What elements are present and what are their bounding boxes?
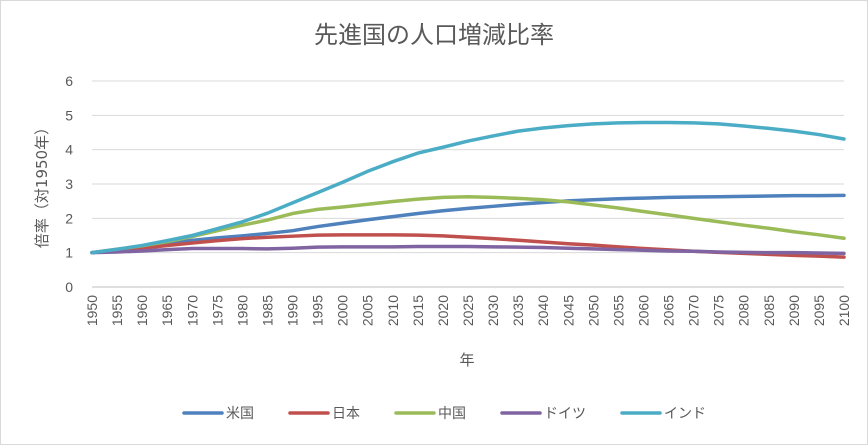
x-tick-label: 2065: [661, 295, 677, 326]
x-tick-label: 1950: [84, 295, 100, 326]
legend-label: ドイツ: [544, 406, 586, 422]
x-tick-label: 2085: [761, 295, 777, 326]
x-tick-label: 2045: [560, 295, 576, 326]
x-tick-label: 2000: [335, 295, 351, 326]
x-tick-label: 2040: [535, 295, 551, 326]
legend-item: インド: [620, 406, 706, 422]
y-tick-label: 2: [65, 210, 73, 226]
series-line: [90, 194, 846, 255]
x-tick-label: 2005: [360, 295, 376, 326]
y-tick-label: 0: [65, 279, 73, 295]
y-tick-label: 5: [65, 107, 73, 123]
x-tick-label: 1970: [184, 295, 200, 326]
y-axis-title: 倍率（対1950年）: [33, 120, 51, 248]
legend-item: 日本: [288, 406, 360, 422]
x-tick-label: 2020: [435, 295, 451, 326]
x-tick-label: 1955: [109, 295, 125, 326]
legend-label: 中国: [438, 406, 466, 422]
y-tick-label: 6: [65, 73, 73, 89]
x-tick-label: 2080: [736, 295, 752, 326]
x-tick-label: 2010: [385, 295, 401, 326]
legend: 米国 日本 中国 ドイツ インド: [182, 406, 706, 422]
x-tick-label: 2090: [786, 295, 802, 326]
y-tick-label: 1: [65, 245, 73, 261]
gridlines: [92, 80, 844, 288]
y-tick-label: 4: [65, 142, 73, 158]
x-tick-label: 2015: [410, 295, 426, 326]
x-tick-label: 2075: [711, 295, 727, 326]
x-tick-label: 1980: [234, 295, 250, 326]
x-tick-label: 2030: [485, 295, 501, 326]
x-tick-label: 1975: [209, 295, 225, 326]
x-tick-label: 2035: [510, 295, 526, 326]
x-tick-label: 2050: [585, 295, 601, 326]
y-tick-label: 3: [65, 176, 73, 192]
series-line: [90, 193, 846, 255]
legend-item: ドイツ: [500, 406, 586, 422]
series-lines: [90, 120, 846, 259]
legend-label: 米国: [226, 406, 254, 422]
x-tick-label: 2070: [686, 295, 702, 326]
legend-item: 米国: [182, 406, 254, 422]
legend-label: インド: [664, 406, 706, 422]
chart-title: 先進国の人口増減比率: [314, 21, 554, 49]
legend-item: 中国: [394, 406, 466, 422]
x-tick-label: 2055: [610, 295, 626, 326]
x-tick-label: 2060: [635, 295, 651, 326]
series-line: [90, 244, 846, 256]
x-tick-label: 2025: [460, 295, 476, 326]
x-tick-label: 1995: [310, 295, 326, 326]
x-tick-label: 2100: [836, 295, 852, 326]
x-tick-labels: 1950 1955 1960 1965 1970 1975 1980 1985 1990 1995…: [84, 295, 852, 326]
y-tick-labels: 0 1 2 3 4 5 6: [65, 73, 73, 295]
x-tick-label: 1985: [259, 295, 275, 326]
series-line: [90, 120, 846, 255]
x-tick-label: 1965: [159, 295, 175, 326]
x-axis-title: 年: [459, 351, 474, 369]
x-tick-label: 1990: [285, 295, 301, 326]
legend-label: 日本: [332, 406, 360, 422]
x-tick-label: 2095: [811, 295, 827, 326]
x-tick-label: 1960: [134, 295, 150, 326]
